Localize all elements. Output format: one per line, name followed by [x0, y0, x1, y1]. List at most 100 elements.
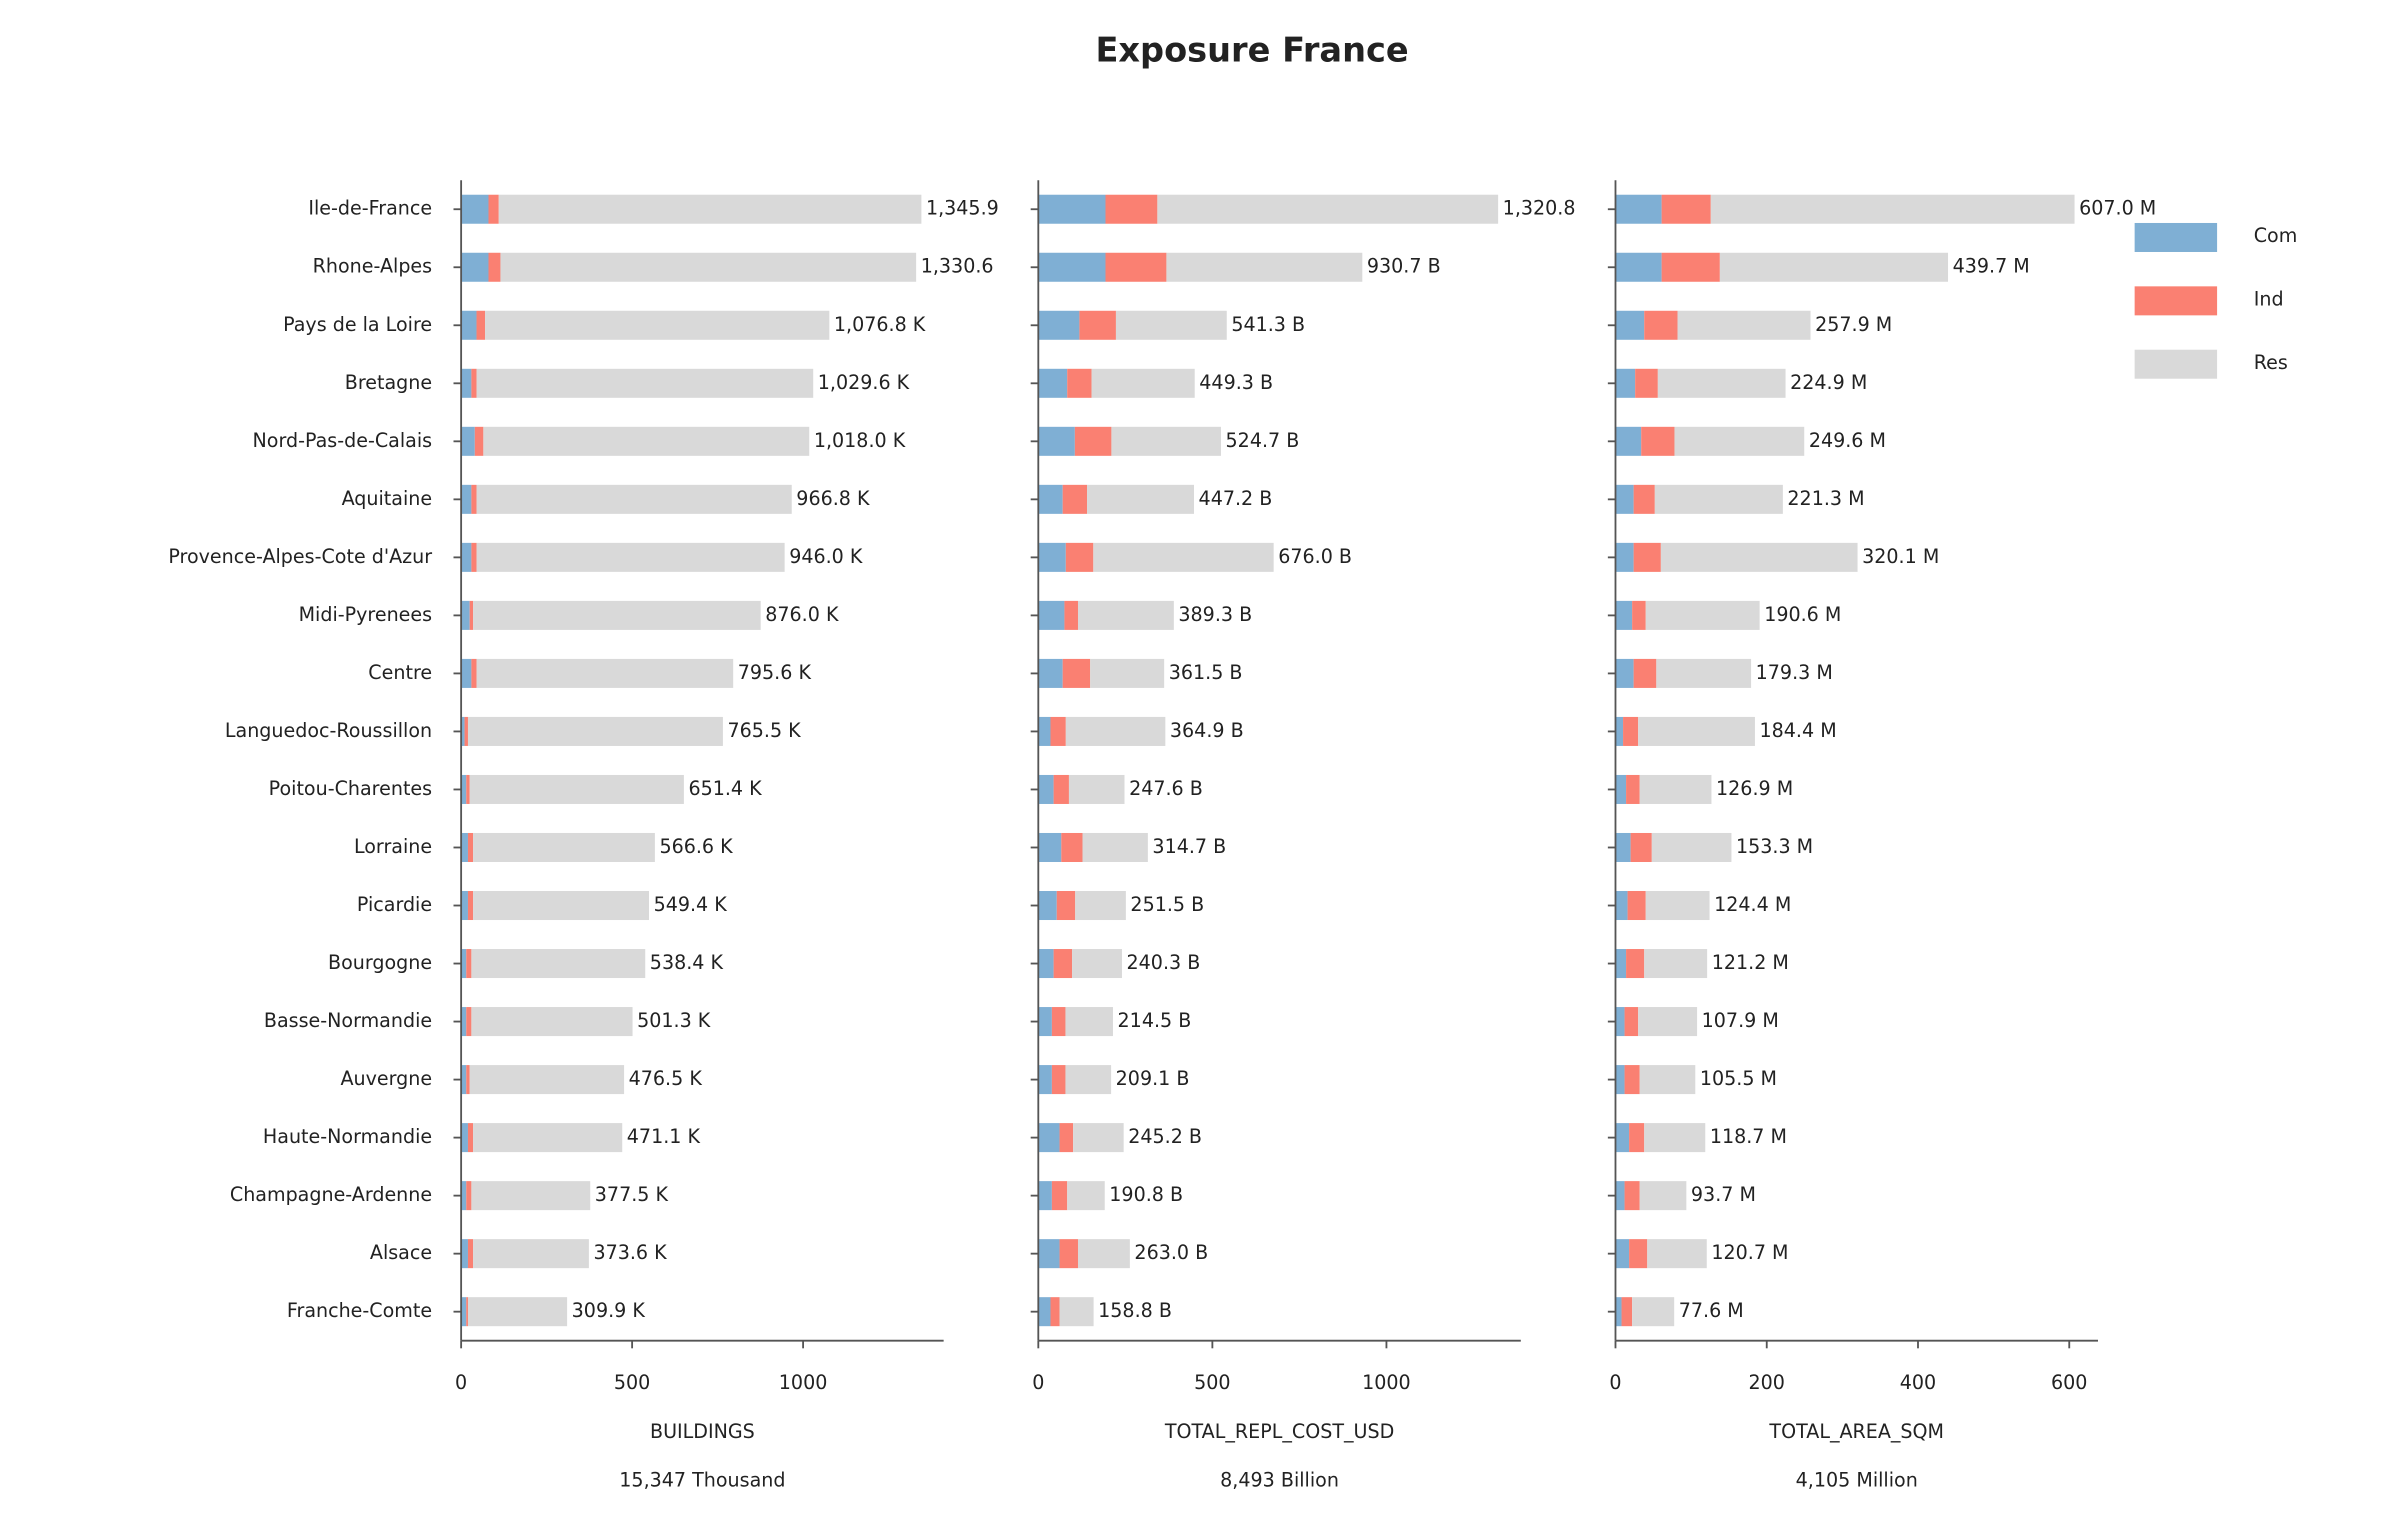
bar-segment: [1644, 310, 1678, 340]
bar-segment: [466, 1297, 468, 1327]
bar-segment: [1615, 1123, 1630, 1153]
x-tick-label: 600: [2051, 1372, 2087, 1394]
bar-segment: [467, 832, 474, 862]
bar-segment: [1065, 1065, 1112, 1095]
bar-segment: [471, 484, 477, 514]
bar-segment: [466, 774, 470, 804]
y-tick-label: Champagne-Ardenne: [230, 1184, 432, 1206]
bar-segment: [469, 600, 474, 630]
bar-segment: [473, 832, 655, 862]
bar-segment: [1038, 426, 1075, 456]
bar-segment: [1053, 949, 1073, 979]
value-label: 449.3 B: [1199, 372, 1273, 394]
bar-segment: [1051, 1181, 1068, 1211]
bar-segment: [498, 194, 922, 224]
bar-segment: [471, 368, 477, 398]
value-label: 190.8 B: [1109, 1184, 1183, 1206]
bar-segment: [471, 542, 477, 572]
bar-segment: [1624, 1007, 1639, 1037]
value-label: 158.8 B: [1098, 1300, 1172, 1322]
bar-segment: [1038, 194, 1106, 224]
bar-segment: [1073, 1123, 1124, 1153]
bar-segment: [471, 658, 477, 688]
x-tick-label: 400: [1900, 1372, 1936, 1394]
x-axis-note: 15,347 Thousand: [619, 1470, 785, 1492]
y-tick-label: Bretagne: [345, 372, 432, 394]
value-label: 524.7 B: [1226, 430, 1300, 452]
bar-segment: [466, 1007, 472, 1037]
bar-segment: [476, 368, 814, 398]
bar-segment: [473, 1123, 623, 1153]
x-tick-label: 0: [1609, 1372, 1621, 1394]
bar-segment: [1068, 774, 1125, 804]
x-axis-label: TOTAL_REPL_COST_USD: [1164, 1421, 1394, 1443]
y-tick-label: Poitou-Charentes: [269, 778, 433, 800]
bar-segment: [466, 1181, 472, 1211]
bar-segment: [1050, 1297, 1060, 1327]
x-tick-label: 0: [455, 1372, 467, 1394]
bar-segment: [476, 310, 486, 340]
bar-segment: [1626, 949, 1645, 979]
y-tick-label: Rhone-Alpes: [313, 256, 433, 278]
bar-segment: [461, 484, 472, 514]
bar-segment: [1624, 1065, 1640, 1095]
bar-segment: [467, 1239, 474, 1269]
value-label: 153.3 M: [1736, 836, 1813, 858]
value-label: 377.5 K: [595, 1184, 669, 1206]
value-label: 566.6 K: [659, 836, 733, 858]
bar-segment: [1059, 1297, 1094, 1327]
bar-segment: [1615, 716, 1624, 746]
bar-segment: [1615, 484, 1634, 514]
bar-segment: [473, 891, 650, 921]
value-label: 309.9 K: [572, 1300, 646, 1322]
bar-segment: [1090, 658, 1165, 688]
legend-label: Com: [2254, 225, 2298, 247]
bar-segment: [1038, 716, 1051, 746]
bar-segment: [469, 774, 684, 804]
value-label: 126.9 M: [1716, 778, 1793, 800]
bar-segment: [1064, 600, 1078, 630]
bar-segment: [467, 891, 474, 921]
bar-segment: [461, 542, 472, 572]
value-label: 946.0 K: [789, 546, 863, 568]
bar-segment: [461, 891, 468, 921]
bar-segment: [464, 716, 468, 746]
bar-segment: [1038, 1181, 1052, 1211]
bar-segment: [1038, 368, 1068, 398]
value-label: 251.5 B: [1130, 894, 1204, 916]
bar-segment: [483, 426, 810, 456]
bar-segment: [1627, 891, 1646, 921]
value-label: 439.7 M: [1953, 256, 2030, 278]
bar-segment: [1051, 1007, 1066, 1037]
value-label: 389.3 B: [1178, 604, 1252, 626]
y-tick-label: Auvergne: [340, 1068, 432, 1090]
bar-segment: [461, 949, 467, 979]
bar-segment: [1615, 891, 1628, 921]
bar-segment: [1647, 1239, 1707, 1269]
y-tick-label: Aquitaine: [342, 488, 433, 510]
value-label: 651.4 K: [688, 778, 762, 800]
bar-segment: [1038, 891, 1057, 921]
legend-label: Ind: [2254, 289, 2284, 311]
bar-segment: [1632, 1297, 1675, 1327]
bar-segment: [1645, 600, 1760, 630]
y-tick-label: Bourgogne: [328, 952, 432, 974]
x-axis-note: 4,105 Million: [1796, 1470, 1918, 1492]
bar-segment: [1674, 426, 1805, 456]
value-label: 1,345.9: [926, 198, 999, 220]
bar-segment: [473, 1239, 589, 1269]
bar-segment: [1038, 310, 1080, 340]
bar-segment: [474, 426, 484, 456]
bar-segment: [461, 832, 468, 862]
value-label: 263.0 B: [1134, 1242, 1208, 1264]
bar-segment: [1710, 194, 2075, 224]
bar-segment: [476, 484, 792, 514]
value-label: 549.4 K: [654, 894, 728, 916]
bar-segment: [1077, 600, 1174, 630]
value-label: 124.4 M: [1714, 894, 1791, 916]
bar-segment: [1615, 600, 1633, 630]
value-label: 190.6 M: [1764, 604, 1841, 626]
bar-segment: [1639, 774, 1712, 804]
value-label: 247.6 B: [1129, 778, 1203, 800]
bar-segment: [1105, 252, 1167, 282]
